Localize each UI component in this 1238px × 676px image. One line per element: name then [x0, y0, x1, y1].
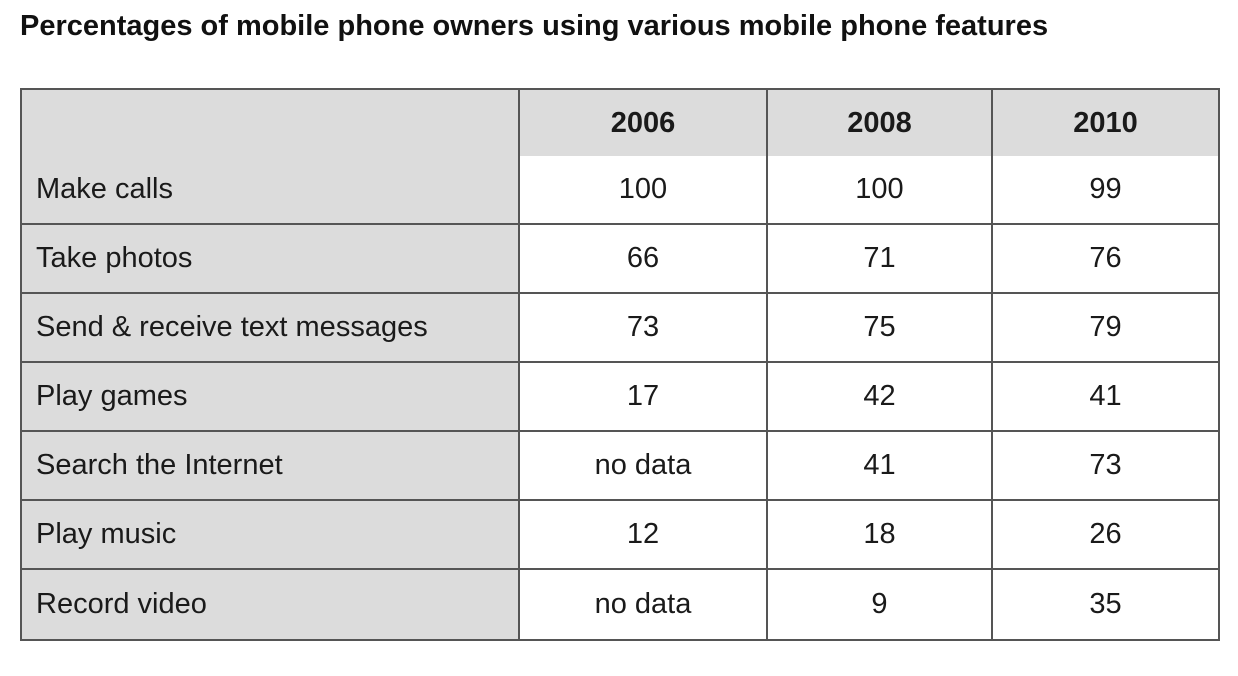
column-header-2006: 2006 [520, 90, 768, 156]
table-row: Search the Internet no data 41 73 [22, 432, 1218, 501]
table-cell: 9 [768, 570, 993, 639]
row-label: Play games [22, 363, 520, 432]
table-cell: 73 [520, 294, 768, 363]
table-cell: 79 [993, 294, 1218, 363]
column-header-2008: 2008 [768, 90, 993, 156]
table-row: Play music 12 18 26 [22, 501, 1218, 570]
table-cell: 42 [768, 363, 993, 432]
column-header-2010: 2010 [993, 90, 1218, 156]
row-label: Search the Internet [22, 432, 520, 501]
corner-cell [22, 90, 520, 156]
row-label: Play music [22, 501, 520, 570]
table-cell: 26 [993, 501, 1218, 570]
table-cell: 75 [768, 294, 993, 363]
table-cell: 99 [993, 156, 1218, 225]
table-cell: 41 [993, 363, 1218, 432]
table-row: Record video no data 9 35 [22, 570, 1218, 639]
row-label: Make calls [22, 156, 520, 225]
table-cell: no data [520, 570, 768, 639]
table-cell: 18 [768, 501, 993, 570]
table-row: Play games 17 42 41 [22, 363, 1218, 432]
table-cell: no data [520, 432, 768, 501]
row-label: Record video [22, 570, 520, 639]
table-cell: 41 [768, 432, 993, 501]
table-cell: 12 [520, 501, 768, 570]
row-label: Send & receive text messages [22, 294, 520, 363]
table-row: Make calls 100 100 99 [22, 156, 1218, 225]
header-row: 2006 2008 2010 [22, 90, 1218, 156]
table-row: Send & receive text messages 73 75 79 [22, 294, 1218, 363]
table-cell: 73 [993, 432, 1218, 501]
data-table: 2006 2008 2010 Make calls 100 100 99 Tak… [20, 88, 1220, 641]
chart-title: Percentages of mobile phone owners using… [20, 10, 1049, 42]
table-cell: 17 [520, 363, 768, 432]
table-cell: 35 [993, 570, 1218, 639]
table-cell: 100 [768, 156, 993, 225]
row-label: Take photos [22, 225, 520, 294]
table-cell: 100 [520, 156, 768, 225]
table-cell: 66 [520, 225, 768, 294]
table-cell: 76 [993, 225, 1218, 294]
table-row: Take photos 66 71 76 [22, 225, 1218, 294]
table-cell: 71 [768, 225, 993, 294]
